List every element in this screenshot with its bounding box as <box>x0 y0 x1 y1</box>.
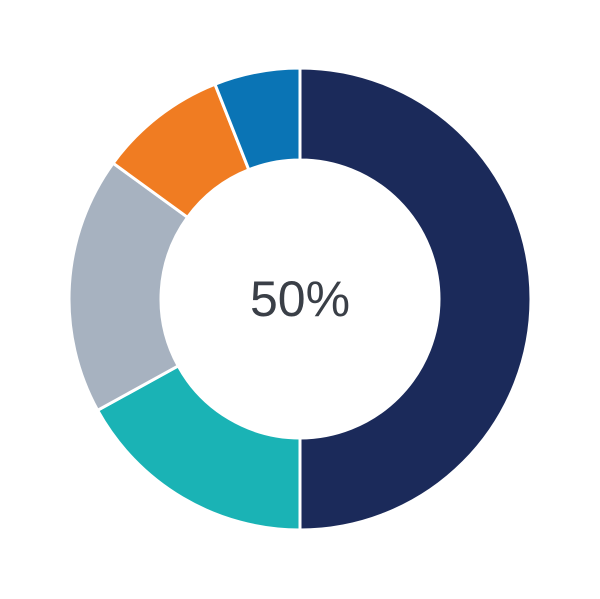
center-label: 50% <box>250 271 350 327</box>
slices <box>67 66 533 532</box>
donut-slice-1 <box>298 66 533 532</box>
donut-slice-5 <box>213 66 302 172</box>
